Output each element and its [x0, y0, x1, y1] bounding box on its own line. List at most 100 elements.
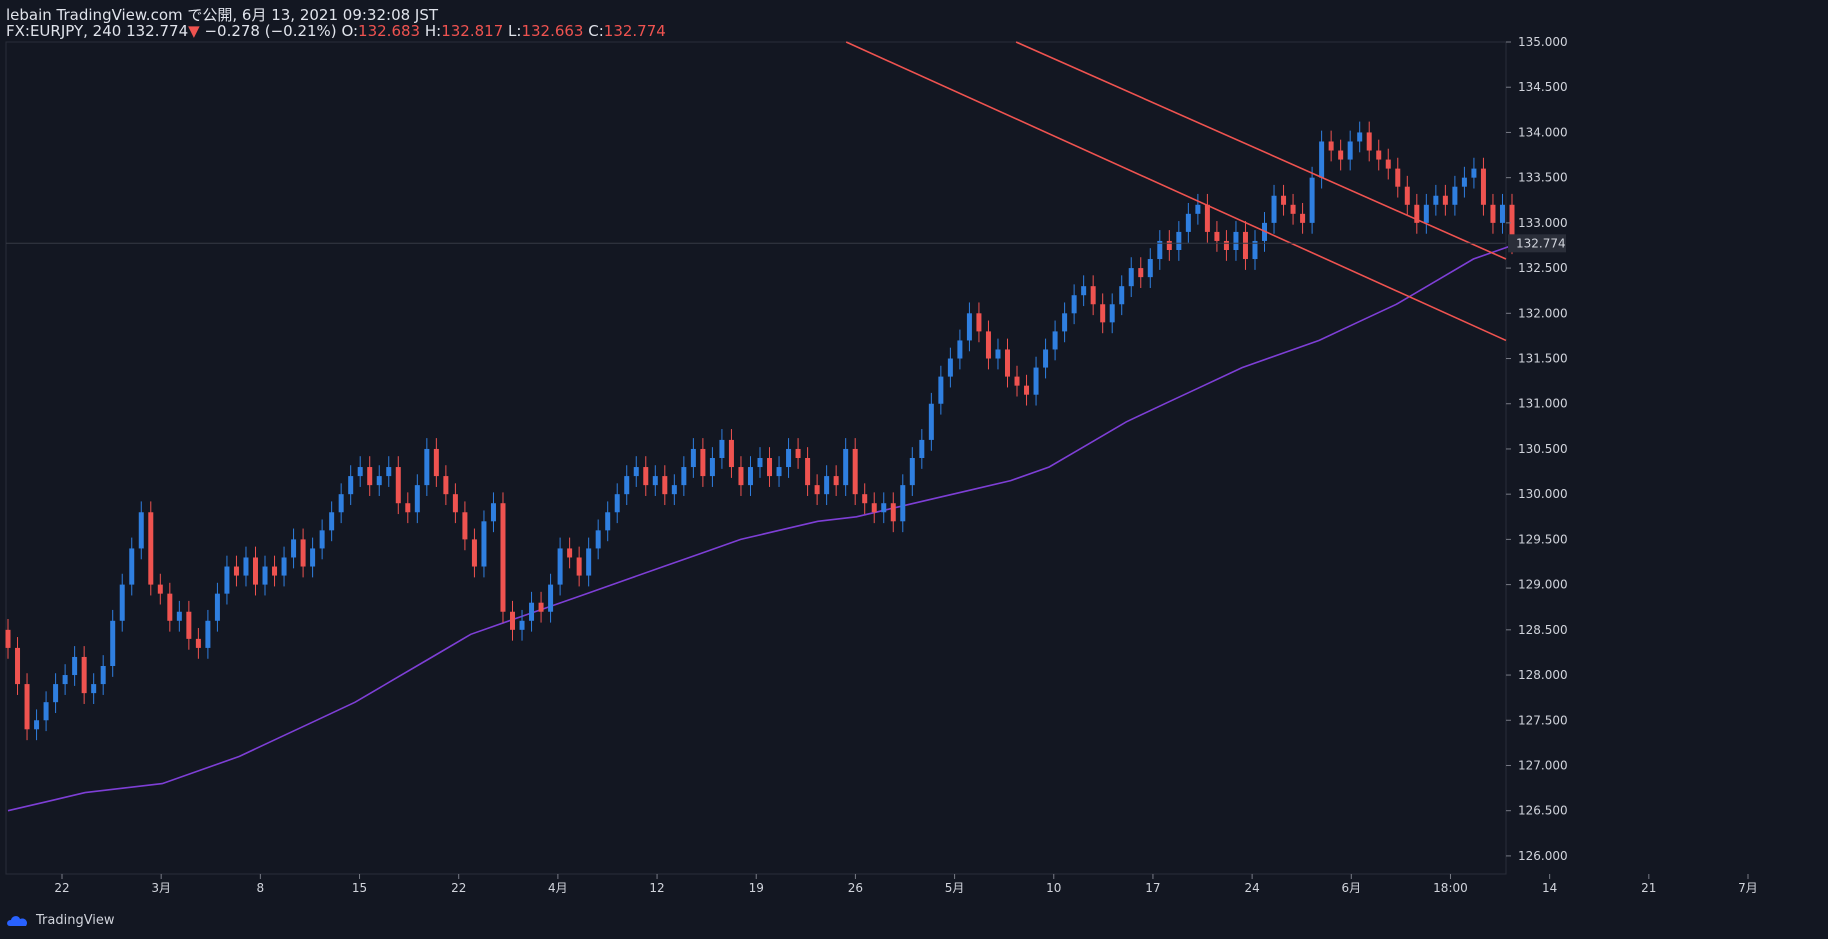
- candle-body[interactable]: [814, 485, 820, 495]
- candle-body[interactable]: [262, 566, 268, 585]
- candle-body[interactable]: [928, 403, 934, 440]
- candle-body[interactable]: [81, 656, 87, 694]
- candle-body[interactable]: [1233, 231, 1239, 250]
- candle-body[interactable]: [490, 503, 496, 522]
- candle-body[interactable]: [1119, 286, 1125, 305]
- candle-body[interactable]: [1300, 213, 1306, 223]
- candle-body[interactable]: [947, 358, 953, 377]
- candle-body[interactable]: [624, 476, 630, 495]
- candle-body[interactable]: [681, 467, 687, 486]
- candle-body[interactable]: [205, 620, 211, 648]
- time-axis[interactable]: 22 3月 8 15 22 4月 12 19 26 5月 10 17 24 6月 18:00 14 21 7月: [54, 874, 1758, 895]
- candle-body[interactable]: [881, 503, 887, 513]
- candle-body[interactable]: [186, 611, 192, 639]
- candle-body[interactable]: [1499, 204, 1505, 223]
- candle-body[interactable]: [1033, 367, 1039, 395]
- candle-body[interactable]: [272, 566, 278, 576]
- candle-body[interactable]: [767, 458, 773, 477]
- trendline[interactable]: [845, 41, 1507, 342]
- candle-body[interactable]: [1081, 286, 1087, 296]
- candle-body[interactable]: [786, 448, 792, 468]
- candle-body[interactable]: [252, 557, 258, 585]
- candle-body[interactable]: [24, 684, 30, 730]
- candle-body[interactable]: [1471, 168, 1477, 178]
- candle-body[interactable]: [243, 557, 249, 576]
- candle-body[interactable]: [395, 467, 401, 504]
- candle-body[interactable]: [833, 476, 839, 486]
- candle-body[interactable]: [662, 476, 668, 495]
- candle-body[interactable]: [53, 684, 59, 703]
- candle-body[interactable]: [1147, 259, 1153, 278]
- candle-body[interactable]: [1319, 141, 1325, 178]
- candle-body[interactable]: [795, 448, 801, 458]
- candle-body[interactable]: [1204, 204, 1210, 232]
- candle-body[interactable]: [1366, 132, 1372, 151]
- candle-body[interactable]: [1395, 168, 1401, 187]
- candle-body[interactable]: [167, 593, 173, 621]
- candle-body[interactable]: [633, 467, 639, 477]
- candle-body[interactable]: [348, 476, 354, 495]
- candle-body[interactable]: [1004, 349, 1010, 377]
- candle-body[interactable]: [728, 439, 734, 468]
- candle-body[interactable]: [281, 557, 287, 576]
- candle-body[interactable]: [719, 439, 725, 458]
- candle-body[interactable]: [91, 684, 97, 694]
- candle-body[interactable]: [586, 548, 592, 576]
- candle-body[interactable]: [424, 448, 430, 486]
- candle-body[interactable]: [110, 620, 116, 666]
- candle-body[interactable]: [367, 467, 373, 486]
- candle-body[interactable]: [643, 467, 649, 486]
- candle-body[interactable]: [157, 584, 163, 594]
- candle-body[interactable]: [510, 611, 516, 630]
- candle-body[interactable]: [1404, 186, 1410, 205]
- candle-body[interactable]: [671, 485, 677, 495]
- candle-body[interactable]: [148, 512, 154, 585]
- candle-body[interactable]: [1024, 385, 1030, 395]
- candle-body[interactable]: [519, 620, 525, 630]
- candle-body[interactable]: [1014, 376, 1020, 386]
- candle-body[interactable]: [843, 448, 849, 486]
- candle-body[interactable]: [34, 720, 40, 730]
- candle-body[interactable]: [776, 467, 782, 477]
- candle-body[interactable]: [357, 467, 363, 477]
- candle-body[interactable]: [1347, 141, 1353, 160]
- candle-body[interactable]: [909, 458, 915, 486]
- candle-body[interactable]: [1376, 150, 1382, 160]
- candle-body[interactable]: [747, 467, 753, 486]
- candle-body[interactable]: [709, 458, 715, 477]
- candle-body[interactable]: [1157, 240, 1163, 260]
- candle-body[interactable]: [214, 593, 220, 621]
- candle-body[interactable]: [414, 485, 420, 513]
- candle-body[interactable]: [919, 439, 925, 458]
- candle-body[interactable]: [1281, 195, 1287, 205]
- candle-body[interactable]: [405, 503, 411, 513]
- candle-body[interactable]: [443, 476, 449, 495]
- candle-body[interactable]: [452, 494, 458, 513]
- candle-body[interactable]: [890, 503, 896, 522]
- candle-body[interactable]: [824, 476, 830, 495]
- candle-body[interactable]: [548, 584, 554, 612]
- candle-body[interactable]: [652, 476, 658, 486]
- candle-body[interactable]: [1109, 304, 1115, 323]
- candle-body[interactable]: [1385, 159, 1391, 169]
- candle-body[interactable]: [576, 557, 582, 576]
- candle-body[interactable]: [15, 647, 21, 685]
- tradingview-logo[interactable]: TradingView: [6, 912, 115, 928]
- candle-body[interactable]: [567, 548, 573, 558]
- candle-body[interactable]: [1357, 132, 1363, 142]
- candle-body[interactable]: [871, 503, 877, 513]
- candle-body[interactable]: [5, 629, 11, 648]
- candle-body[interactable]: [433, 448, 439, 477]
- candle-body[interactable]: [995, 349, 1001, 359]
- candle-body[interactable]: [1509, 204, 1515, 244]
- candle-body[interactable]: [900, 485, 906, 522]
- candle-body[interactable]: [338, 494, 344, 513]
- candle-body[interactable]: [557, 548, 563, 585]
- candle-body[interactable]: [852, 448, 858, 495]
- candle-body[interactable]: [195, 638, 201, 648]
- candle-body[interactable]: [862, 494, 868, 504]
- candle-body[interactable]: [976, 313, 982, 332]
- candle-body[interactable]: [1062, 313, 1068, 332]
- candle-body[interactable]: [700, 448, 706, 477]
- candle-body[interactable]: [1242, 231, 1248, 260]
